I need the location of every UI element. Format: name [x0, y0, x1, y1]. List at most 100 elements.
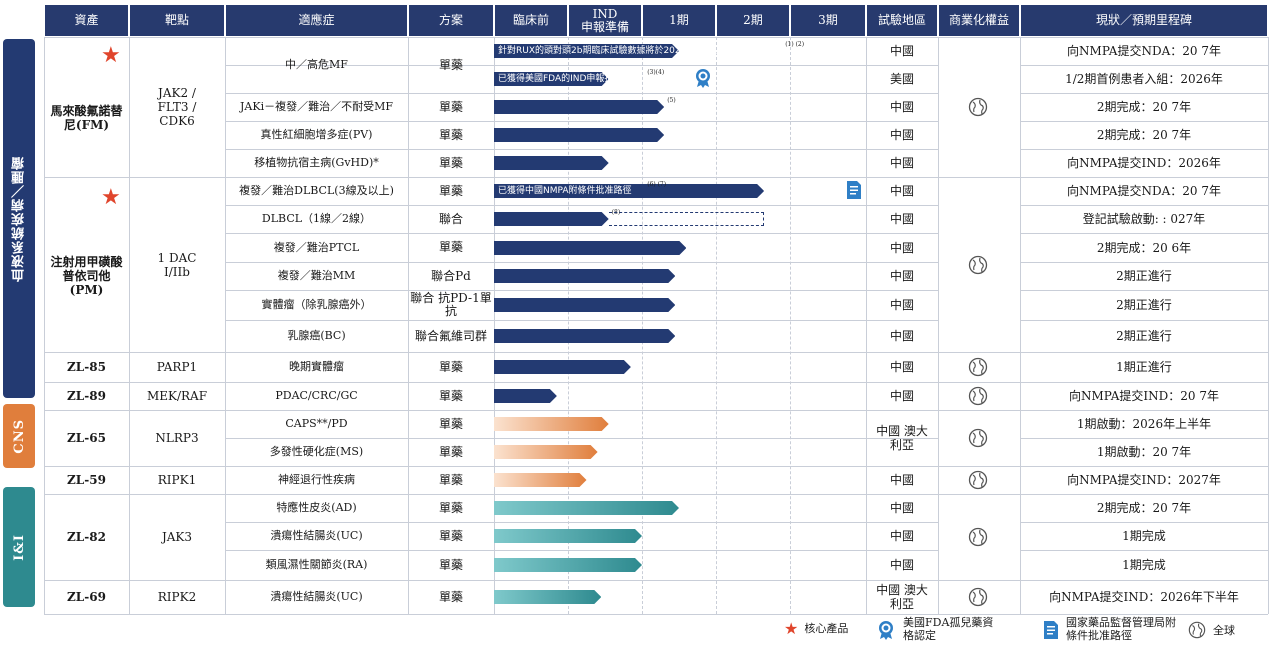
- category-tab-0: 血液系統疾病／腫瘤: [3, 39, 35, 398]
- region-cell: 中國: [889, 298, 914, 312]
- milestone-cell: 向NMPA提交IND：2026年下半年: [1049, 590, 1239, 604]
- core-product-star-icon: ★: [101, 43, 121, 68]
- nmpa-conditional-approval-icon: [1044, 621, 1058, 639]
- column-divider: [225, 37, 226, 614]
- indication-cell: 神經退行性疾病: [278, 473, 355, 486]
- region-cell: 中國: [889, 269, 914, 283]
- core-product-star-icon: ★: [784, 619, 799, 638]
- indication-cell: 特應性皮炎(AD): [276, 501, 357, 514]
- asset-name: ZL-69: [67, 590, 106, 604]
- region-cell: 中國 澳大利亞: [876, 424, 928, 452]
- regimen-cell: 單藥: [438, 359, 463, 374]
- region-cell: 中國: [889, 529, 914, 543]
- milestone-cell: 向NMPA提交IND：20 7年: [1068, 389, 1219, 403]
- milestone-cell: 向NMPA提交IND：2026年: [1067, 156, 1221, 170]
- category-tab-1: CNS: [3, 404, 35, 468]
- legend-core-label: 核心產品: [804, 622, 849, 635]
- header-rights: 商業化權益: [939, 5, 1019, 36]
- header-ind-line2: 申報準備: [580, 19, 629, 34]
- global-rights-icon: [968, 255, 988, 275]
- regimen-cell: 單藥: [438, 589, 463, 604]
- row-divider: [225, 290, 938, 291]
- region-cell: 中國: [889, 558, 914, 572]
- fda-orphan-drug-badge-icon: [696, 69, 710, 88]
- region-cell: 中國: [889, 128, 914, 142]
- asset-name: ZL-65: [67, 431, 106, 445]
- region-cell: 中國: [889, 360, 914, 374]
- row-divider: [225, 205, 938, 206]
- pipeline-bar: [494, 329, 675, 343]
- asset-target: 1 DAC I/IIb: [157, 250, 197, 279]
- regimen-cell: 單藥: [438, 99, 463, 114]
- indication-cell: PDAC/CRC/GC: [275, 389, 358, 402]
- global-rights-icon: [968, 97, 988, 117]
- legend-nmpa: 國家藥品監督管理局附條件批准路徑: [1066, 616, 1176, 642]
- regimen-cell: 單藥: [438, 183, 463, 198]
- row-divider: [1020, 149, 1268, 150]
- indication-cell: 多發性硬化症(MS): [269, 445, 364, 458]
- pipeline-bar: [494, 100, 664, 114]
- indication-cell: 潰瘍性結腸炎(UC): [270, 590, 363, 603]
- row-divider: [1020, 205, 1268, 206]
- indication-cell: 乳腺癌(BC): [287, 329, 346, 342]
- milestone-cell: 2期完成：20 7年: [1096, 501, 1192, 515]
- region-cell: 中國: [889, 184, 914, 198]
- row-divider: [44, 614, 1268, 615]
- regimen-cell: 單藥: [438, 155, 463, 170]
- pipeline-bar: [494, 128, 664, 142]
- row-divider: [225, 93, 938, 94]
- pipeline-bar: [494, 184, 764, 198]
- row-divider: [44, 466, 1268, 467]
- indication-cell: 潰瘍性結腸炎(UC): [270, 529, 363, 542]
- global-rights-icon: [968, 386, 988, 406]
- asset-target: PARP1: [156, 360, 198, 374]
- regimen-cell: 單藥: [438, 557, 463, 572]
- header-phase2: 2期: [717, 5, 789, 36]
- nmpa-conditional-approval-icon: [847, 181, 861, 199]
- phase-gridline: [568, 37, 569, 614]
- region-cell: 中國: [889, 329, 914, 343]
- row-divider: [1020, 233, 1268, 234]
- column-divider: [129, 37, 130, 614]
- pipeline-bar: [494, 558, 642, 572]
- phase-gridline: [716, 37, 717, 614]
- phase-gridline: [790, 37, 791, 614]
- header-indication: 適應症: [226, 5, 407, 36]
- asset-name: ZL-59: [67, 473, 106, 487]
- row-divider: [225, 262, 938, 263]
- milestone-cell: 2期完成：20 6年: [1096, 240, 1192, 255]
- category-tab-2: I&I: [3, 487, 35, 607]
- row-divider: [1020, 93, 1268, 94]
- bar-label: 已獲得美國FDA的IND申報批准: [498, 74, 623, 84]
- region-cell: 中國: [889, 501, 914, 515]
- pipeline-bar: [494, 44, 679, 58]
- milestone-cell: 登記試驗啟動: : 027年: [1082, 212, 1206, 226]
- category-label: CNS: [11, 418, 27, 454]
- milestone-cell: 2期正進行: [1116, 329, 1172, 343]
- row-divider: [44, 352, 1268, 353]
- region-cell: 中國: [889, 473, 914, 487]
- asset-name: ZL-85: [67, 360, 106, 374]
- pipeline-bar: [494, 269, 675, 283]
- regimen-cell: 單藥: [438, 444, 463, 459]
- header-target: 靶點: [130, 5, 224, 36]
- global-rights-icon: [968, 357, 988, 377]
- pipeline-bar: [494, 529, 642, 543]
- pipeline-bar: [494, 501, 679, 515]
- footnote-marker: (6) (7): [647, 181, 667, 188]
- header-ind-line1: IND: [592, 6, 618, 21]
- asset-target: JAK3: [161, 530, 193, 544]
- regimen-cell: 聯合氟維司群: [414, 328, 487, 343]
- region-cell: 中國: [889, 100, 914, 114]
- indication-cell: 複發／難治PTCL: [273, 240, 360, 254]
- row-divider: [44, 494, 1268, 495]
- row-divider: [1020, 65, 1268, 66]
- global-rights-icon: [968, 587, 988, 607]
- row-divider: [1020, 121, 1268, 122]
- row-divider: [1020, 262, 1268, 263]
- pipeline-bar: [494, 473, 587, 487]
- milestone-cell: 1期完成: [1122, 558, 1166, 572]
- core-product-star-icon: ★: [101, 185, 121, 210]
- pipeline-bar: [494, 445, 598, 459]
- milestone-cell: 向NMPA提交NDA：20 7年: [1067, 184, 1221, 198]
